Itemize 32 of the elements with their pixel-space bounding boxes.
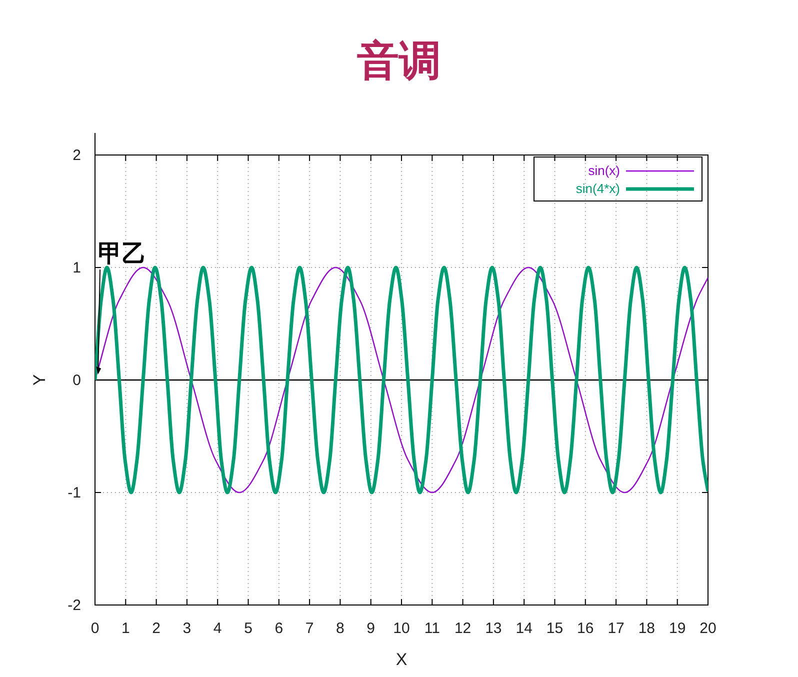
chart-title: 音调 [357,37,441,84]
x-tick-label: 17 [608,620,624,637]
y-tick-label: -1 [68,484,81,502]
x-tick-label: 3 [182,620,192,637]
x-tick-label: 14 [516,620,532,637]
x-tick-label: 16 [577,620,594,637]
x-tick-label: 4 [213,620,222,637]
x-tick-label: 6 [274,620,284,637]
x-tick-label: 2 [152,620,160,637]
y-tick-label: 0 [72,372,81,389]
x-axis-title: X [396,650,408,669]
legend-item: sin(4*x) [576,181,694,196]
x-tick-label: 20 [700,620,716,637]
x-tick-label: 8 [336,620,344,637]
legend-item: sin(x) [588,163,694,178]
x-tick-label: 18 [638,620,656,637]
x-tick-label: 19 [669,620,686,637]
annotation: 甲乙 [98,240,146,268]
x-tick-label: 1 [121,620,130,637]
y-tick-label: 2 [72,147,81,164]
y-tick-label: 1 [72,260,81,276]
x-tick-label: 11 [424,620,440,637]
y-axis-title: Y [30,374,49,386]
x-tick-label: 12 [454,620,472,637]
x-tick-label: 10 [393,620,410,637]
x-tick-label: 0 [90,620,100,637]
x-tick-label: 5 [244,620,252,637]
x-tick-label: 15 [546,620,564,637]
y-tick-label: -2 [68,597,81,614]
x-tick-label: 7 [305,620,314,637]
x-tick-label: 9 [366,620,376,637]
x-tick-label: 13 [485,620,502,637]
